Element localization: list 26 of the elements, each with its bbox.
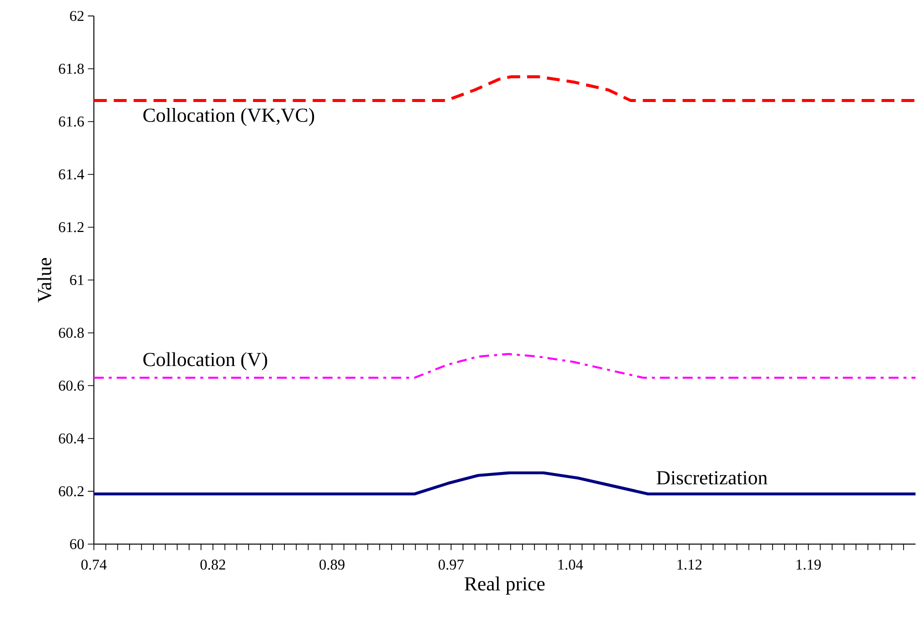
line-series <box>92 471 917 496</box>
y-tick-label: 60.4 <box>58 433 84 444</box>
y-tick-label: 61.6 <box>58 116 84 127</box>
y-tick-label: 60 <box>70 539 84 550</box>
series-label: Discretization <box>656 471 768 484</box>
y-tick-label: 60.2 <box>58 486 84 496</box>
x-tick-label: 0.74 <box>81 560 107 570</box>
series-label: Collocation (V) <box>143 352 268 370</box>
y-tick-label: 60.6 <box>58 380 84 391</box>
line-series <box>92 75 917 102</box>
x-axis-title: Real price <box>464 576 545 595</box>
y-tick-label: 61.4 <box>58 169 84 180</box>
series-label: Collocation (VK,VC) <box>143 108 314 126</box>
x-tick-label: 1.19 <box>796 560 821 570</box>
y-tick-label: 61 <box>70 275 84 286</box>
y-tick-label: 61.8 <box>58 64 84 74</box>
y-tick-label: 61.2 <box>58 222 84 232</box>
x-tick-label: 1.12 <box>678 560 702 570</box>
y-tick-label: 62 <box>70 10 84 21</box>
x-tick-label: 0.82 <box>200 560 226 570</box>
x-tick-label: 1.04 <box>558 560 583 570</box>
y-axis-title: Value <box>37 258 52 302</box>
line-series <box>92 352 917 379</box>
x-tick-label: 0.89 <box>320 560 344 570</box>
x-tick-label: 0.97 <box>438 560 464 570</box>
y-tick-label: 60.8 <box>58 328 84 338</box>
